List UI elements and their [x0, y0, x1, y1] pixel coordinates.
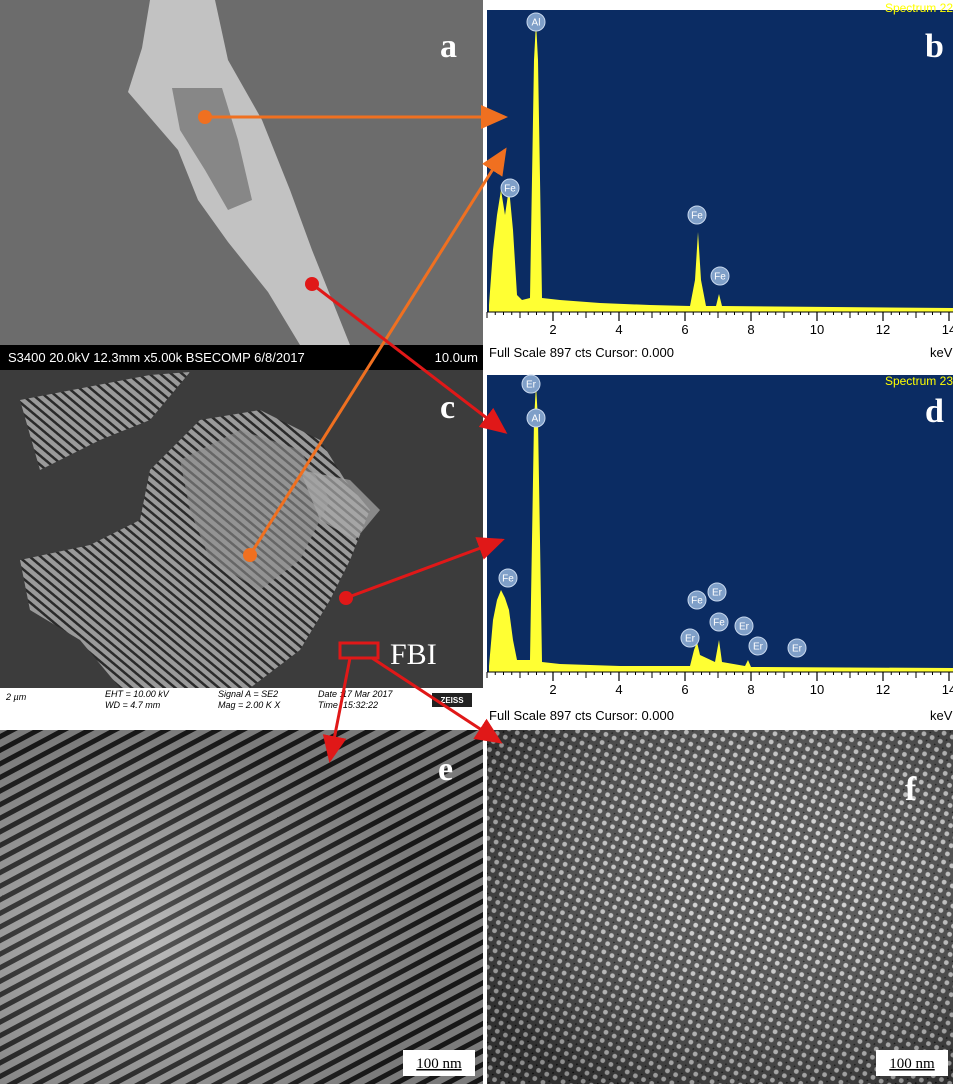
tick-label: 14 [942, 682, 953, 697]
tick-label: 10 [810, 682, 824, 697]
spectrum-title: Spectrum 22 [885, 1, 953, 15]
unit: keV [930, 345, 953, 360]
info-time: Time :15:32:22 [318, 700, 378, 710]
peak-label: Er [753, 642, 764, 653]
panel-label: a [440, 28, 457, 65]
peak-label: Fe [504, 184, 516, 195]
tem-shading [487, 730, 953, 1084]
peak-label: Er [526, 380, 537, 391]
info-text: S3400 20.0kV 12.3mm x5.00k BSECOMP 6/8/2… [8, 350, 305, 365]
panel-e: 100 nm e [0, 730, 483, 1084]
panel-c: 2 µm EHT = 10.00 kV WD = 4.7 mm Signal A… [0, 370, 483, 710]
peak-label: Er [739, 622, 750, 633]
region-label: FBI [390, 638, 437, 671]
tick-label: 2 [549, 322, 556, 337]
scale-bar-label: 10.0um [435, 350, 478, 365]
info-wd: WD = 4.7 mm [105, 700, 161, 710]
tick-label: 2 [549, 682, 556, 697]
panel-label: b [925, 28, 944, 65]
panel-f: 100 nm f [487, 730, 953, 1084]
tick-label: 10 [810, 322, 824, 337]
info-signal: Signal A = SE2 [218, 689, 278, 699]
peak-label: Er [685, 634, 696, 645]
info-eht: EHT = 10.00 kV [105, 689, 170, 699]
tick-label: 14 [942, 322, 953, 337]
peak-label: Fe [691, 596, 703, 607]
tick-label: 8 [747, 682, 754, 697]
scale-bar-label: 2 µm [5, 692, 27, 702]
peak-label: Fe [713, 618, 725, 629]
info-mag: Mag = 2.00 K X [218, 700, 281, 710]
unit: keV [930, 708, 953, 723]
scale-bar-label: 100 nm [889, 1056, 935, 1072]
tick-label: 12 [876, 682, 890, 697]
spot [339, 591, 353, 605]
panel-label: c [440, 389, 455, 426]
peak-label: Er [792, 644, 803, 655]
figure: S3400 20.0kV 12.3mm x5.00k BSECOMP 6/8/2… [0, 0, 953, 1084]
peak-label: Fe [502, 574, 514, 585]
peak-label: Fe [714, 272, 726, 283]
scale-bar-label: 100 nm [416, 1056, 462, 1072]
tick-label: 12 [876, 322, 890, 337]
tem-shading [0, 730, 483, 1084]
panel-a: S3400 20.0kV 12.3mm x5.00k BSECOMP 6/8/2… [0, 0, 483, 370]
peak-label: Er [712, 588, 723, 599]
footer: Full Scale 897 cts Cursor: 0.000 [489, 708, 674, 723]
peak-label: Al [532, 18, 541, 29]
peak-label: Al [532, 414, 541, 425]
panel-label: e [438, 751, 453, 788]
peak-label: Fe [691, 211, 703, 222]
spectrum-title: Spectrum 23 [885, 374, 953, 388]
body: { "panels": { "a": {"label": "a", "info"… [0, 0, 953, 1084]
footer: Full Scale 897 cts Cursor: 0.000 [489, 345, 674, 360]
panel-label: d [925, 393, 944, 430]
tick-label: 6 [681, 322, 688, 337]
spot [305, 277, 319, 291]
panel-d: Spectrum 23 d Full Scale 897 cts Cursor:… [487, 374, 953, 725]
tick-label: 6 [681, 682, 688, 697]
info-date: Date :17 Mar 2017 [318, 689, 394, 699]
tick-label: 8 [747, 322, 754, 337]
spot [243, 548, 257, 562]
tick-label: 4 [615, 322, 622, 337]
panel-b: Spectrum 22 b Full Scale 897 cts Cursor:… [487, 1, 953, 362]
panel-label: f [905, 771, 917, 808]
tick-label: 4 [615, 682, 622, 697]
spot [198, 110, 212, 124]
page: SEM / EDS / TEM figure html, body { marg… [0, 0, 953, 1084]
